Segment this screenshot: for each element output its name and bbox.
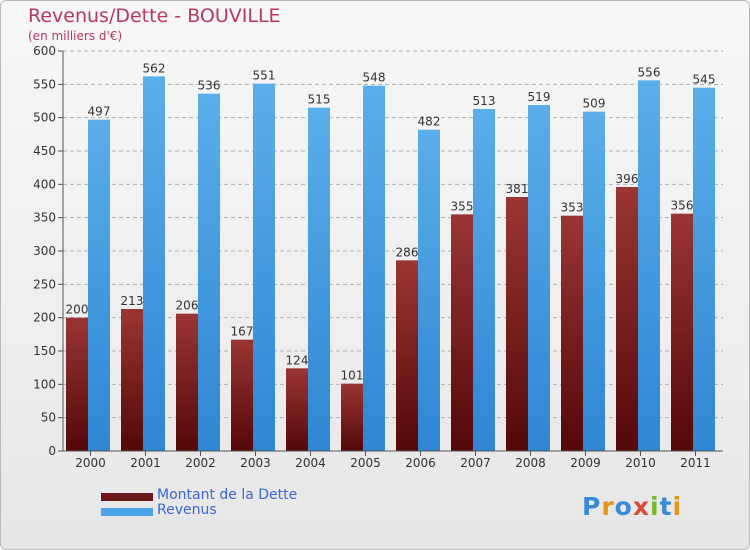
bar-revenus	[88, 119, 110, 452]
data-label-dette: 213	[121, 294, 144, 308]
bar-dette	[66, 317, 88, 451]
bar-dette	[561, 215, 583, 451]
legend-swatch-dette	[101, 493, 153, 501]
x-tick-label: 2005	[350, 456, 381, 470]
legend-label-dette: Montant de la Dette	[157, 487, 298, 503]
y-tick-label: 350	[33, 211, 56, 225]
data-label-revenus: 562	[143, 61, 166, 75]
bar-dette	[451, 214, 473, 451]
bar-revenus	[528, 105, 550, 451]
x-tick-label: 2000	[75, 456, 106, 470]
data-label-revenus: 497	[88, 105, 111, 119]
data-label-dette: 167	[231, 325, 254, 339]
x-tick-label: 2004	[295, 456, 326, 470]
y-tick-label: 300	[33, 244, 56, 258]
y-tick-label: 500	[33, 111, 56, 125]
proxiti-logo: Proxiti	[582, 492, 682, 521]
data-label-revenus: 509	[583, 97, 606, 111]
data-label-dette: 353	[561, 201, 584, 215]
logo-letter: r	[601, 492, 615, 521]
bar-dette	[121, 309, 143, 451]
data-label-revenus: 536	[198, 79, 221, 93]
data-label-dette: 200	[66, 303, 89, 317]
logo-letter: i	[672, 492, 683, 521]
x-tick-label: 2010	[625, 456, 656, 470]
data-label-dette: 206	[176, 299, 199, 313]
bar-dette	[286, 368, 308, 451]
x-tick-label: 2009	[570, 456, 601, 470]
x-tick-label: 2007	[460, 456, 491, 470]
bar-revenus	[253, 83, 275, 452]
data-label-dette: 355	[451, 199, 474, 213]
data-label-dette: 124	[286, 353, 309, 367]
bar-revenus	[638, 80, 660, 451]
chart-title: Revenus/Dette - BOUVILLE	[28, 5, 281, 27]
bar-revenus	[473, 109, 495, 451]
data-label-dette: 101	[341, 369, 364, 383]
data-label-revenus: 545	[693, 73, 716, 87]
logo-letter: i	[650, 492, 660, 521]
labels-layer: 200 497 213 562 206 536 167 551 124 515 101 548 286 4…	[66, 61, 716, 382]
bar-dette	[396, 260, 418, 451]
logo-letter: t	[659, 492, 673, 521]
x-tick-label: 2011	[680, 456, 711, 470]
data-label-revenus: 515	[308, 93, 331, 107]
x-tick-label: 2001	[130, 456, 161, 470]
bar-dette	[231, 339, 253, 451]
axis-layer: 0 50 100 150 200 250 300 350 400 450 500 550 600 2000…	[33, 44, 723, 470]
bar-revenus	[693, 87, 715, 452]
bar-dette	[616, 187, 638, 451]
data-label-dette: 356	[671, 199, 694, 213]
data-label-revenus: 519	[528, 90, 551, 104]
data-label-dette: 286	[396, 245, 419, 259]
bar-revenus	[143, 76, 165, 451]
grid-layer	[63, 50, 723, 419]
bar-revenus	[198, 93, 220, 452]
bar-dette	[671, 213, 693, 451]
bar-dette	[506, 197, 528, 451]
bar-revenus	[418, 129, 440, 451]
data-label-revenus: 513	[473, 94, 496, 108]
data-label-revenus: 482	[418, 115, 441, 129]
x-tick-label: 2003	[240, 456, 271, 470]
y-tick-label: 150	[33, 344, 56, 358]
y-tick-label: 250	[33, 277, 56, 291]
data-label-dette: 381	[506, 182, 529, 196]
bar-revenus	[363, 85, 385, 452]
bar-revenus	[308, 107, 330, 452]
x-tick-label: 2002	[185, 456, 216, 470]
y-tick-label: 0	[48, 444, 56, 458]
bar-revenus	[583, 111, 605, 452]
legend-label-revenus: Revenus	[157, 502, 217, 518]
logo-letter: o	[614, 492, 633, 521]
logo-letter: P	[582, 492, 602, 521]
y-tick-label: 200	[33, 311, 56, 325]
data-label-dette: 396	[616, 172, 639, 186]
chart-subtitle: (en milliers d'€)	[28, 29, 123, 43]
legend-swatch-revenus	[101, 508, 153, 516]
y-tick-label: 550	[33, 77, 56, 91]
y-tick-label: 100	[33, 377, 56, 391]
logo-letter: x	[632, 492, 650, 521]
y-tick-label: 600	[33, 44, 56, 58]
data-label-revenus: 551	[253, 69, 276, 83]
bar-dette	[341, 383, 363, 451]
y-tick-label: 50	[41, 411, 56, 425]
data-label-revenus: 548	[363, 71, 386, 85]
y-tick-label: 450	[33, 144, 56, 158]
data-label-revenus: 556	[638, 65, 661, 79]
x-tick-label: 2008	[515, 456, 546, 470]
y-tick-label: 400	[33, 177, 56, 191]
bar-dette	[176, 313, 198, 451]
bars-layer	[66, 76, 715, 452]
x-tick-label: 2006	[405, 456, 436, 470]
